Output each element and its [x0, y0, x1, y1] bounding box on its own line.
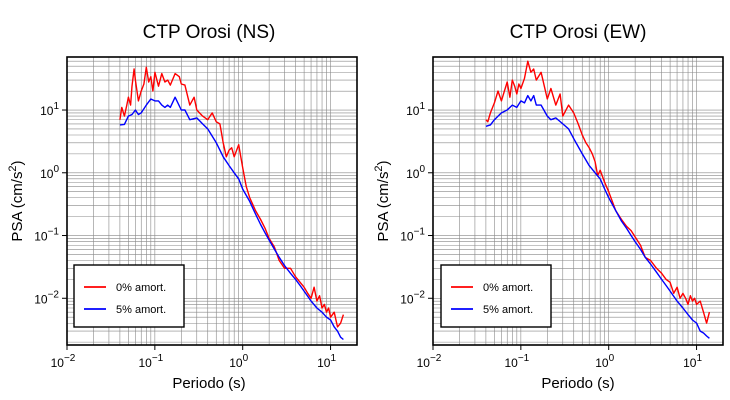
x-tick-base: 10 — [138, 356, 152, 370]
x-tick-exp: −2 — [64, 353, 76, 364]
legend-box — [440, 264, 552, 328]
x-tick-base: 10 — [51, 356, 65, 370]
y-axis-label-exp: 2 — [7, 165, 19, 171]
y-axis-label: PSA (cm/s2) — [373, 160, 392, 241]
x-tick-label: 101 — [317, 353, 336, 370]
series-line-undamped — [485, 60, 711, 324]
y-tick-label: 100 — [40, 164, 59, 181]
y-tick-label: 101 — [406, 101, 425, 118]
y-tick-exp: −1 — [48, 227, 60, 238]
y-tick-base: 10 — [400, 292, 414, 306]
y-tick-label: 10−2 — [34, 289, 59, 306]
plot-frame — [432, 56, 724, 346]
x-tick-base: 10 — [504, 356, 518, 370]
legend-label: 0% amort. — [116, 282, 166, 294]
series-line-undamped — [119, 66, 345, 328]
y-tick-base: 10 — [34, 292, 48, 306]
y-tick-base: 10 — [40, 104, 54, 118]
chart-title: CTP Orosi (NS) — [143, 22, 276, 43]
y-axis-label-text: PSA (cm/s — [375, 172, 392, 242]
y-tick-exp: −2 — [414, 289, 426, 300]
y-tick-label: 10−1 — [400, 227, 425, 244]
y-tick-exp: −2 — [48, 289, 60, 300]
x-tick-exp: −1 — [152, 353, 164, 364]
x-tick-exp: −1 — [518, 353, 530, 364]
y-tick-exp: −1 — [414, 227, 426, 238]
y-axis-label-end: ) — [375, 160, 392, 165]
x-tick-base: 10 — [317, 356, 331, 370]
y-tick-exp: 0 — [53, 164, 59, 175]
y-tick-base: 10 — [406, 104, 420, 118]
x-axis-label: Periodo (s) — [172, 375, 245, 392]
x-tick-exp: 1 — [330, 353, 336, 364]
x-tick-label: 100 — [229, 353, 248, 370]
y-axis-label-end: ) — [9, 160, 26, 165]
x-tick-label: 10−2 — [417, 353, 442, 370]
legend-label: 5% amort. — [483, 304, 533, 316]
x-tick-exp: 0 — [609, 353, 615, 364]
plot-frame — [66, 56, 358, 346]
x-tick-base: 10 — [595, 356, 609, 370]
y-tick-base: 10 — [34, 230, 48, 244]
series-line-damped — [119, 96, 344, 341]
y-tick-label: 100 — [406, 164, 425, 181]
x-tick-label: 10−1 — [504, 353, 529, 370]
y-axis-label-text: PSA (cm/s — [9, 172, 26, 242]
x-tick-label: 101 — [683, 353, 702, 370]
chart-title: CTP Orosi (EW) — [510, 22, 647, 43]
y-tick-base: 10 — [40, 167, 54, 181]
x-axis-label: Periodo (s) — [541, 375, 614, 392]
y-tick-label: 10−1 — [34, 227, 59, 244]
x-tick-label: 10−2 — [51, 353, 76, 370]
y-tick-base: 10 — [400, 230, 414, 244]
x-tick-exp: 1 — [696, 353, 702, 364]
y-axis-label-exp: 2 — [373, 165, 385, 171]
x-tick-base: 10 — [417, 356, 431, 370]
x-tick-base: 10 — [229, 356, 243, 370]
y-tick-label: 101 — [40, 101, 59, 118]
y-tick-exp: 0 — [419, 164, 425, 175]
series-line-damped — [485, 94, 710, 339]
x-tick-label: 100 — [595, 353, 614, 370]
legend-label: 0% amort. — [483, 282, 533, 294]
legend-box — [73, 264, 185, 328]
x-tick-exp: −2 — [430, 353, 442, 364]
legend-label: 5% amort. — [116, 304, 166, 316]
y-tick-exp: 1 — [419, 101, 425, 112]
y-tick-exp: 1 — [53, 101, 59, 112]
legend: 0% amort. 5% amort. — [440, 264, 552, 328]
y-tick-label: 10−2 — [400, 289, 425, 306]
legend: 0% amort. 5% amort. — [73, 264, 185, 328]
grid — [432, 56, 724, 345]
x-tick-base: 10 — [683, 356, 697, 370]
x-tick-label: 10−1 — [138, 353, 163, 370]
y-tick-base: 10 — [406, 167, 420, 181]
y-axis-label: PSA (cm/s2) — [7, 160, 26, 241]
x-tick-exp: 0 — [243, 353, 249, 364]
